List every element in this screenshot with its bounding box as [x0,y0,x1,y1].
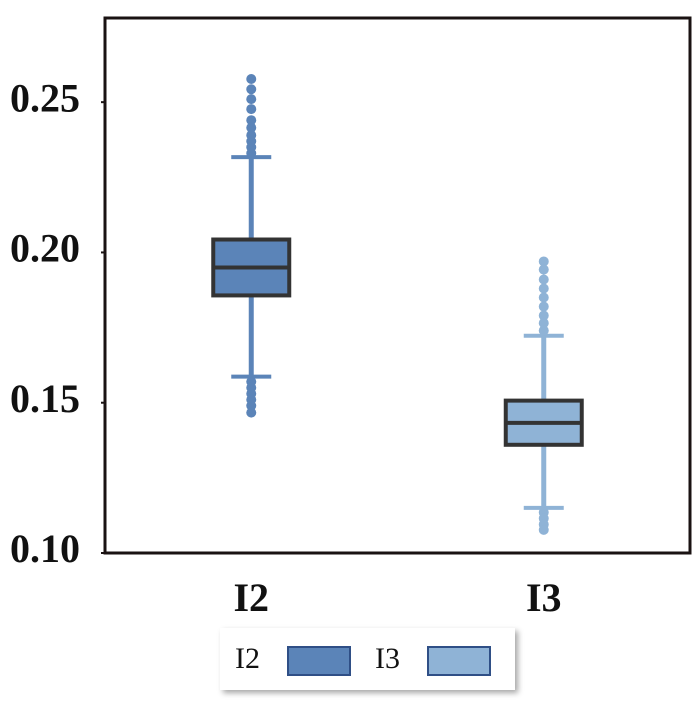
outlier [538,301,549,312]
outlier [538,310,549,321]
y-tick-label: 0.15 [10,376,80,421]
legend-swatch [287,646,351,676]
outlier [538,325,549,336]
outlier [538,283,549,294]
outlier [246,74,257,85]
outlier [538,318,549,329]
legend-label: I3 [375,642,400,675]
outlier [538,256,549,267]
outlier [246,104,257,115]
legend-swatch [427,646,491,676]
outlier [538,524,549,535]
outlier [246,84,257,95]
outlier [538,274,549,285]
y-tick-label: 0.20 [10,226,80,271]
outlier [538,264,549,275]
outlier [246,122,257,133]
legend-label: I2 [235,642,260,675]
outlier [246,115,257,126]
y-tick-label: 0.10 [10,526,80,571]
plot-frame [103,16,692,555]
outlier [246,400,257,411]
x-tick-label: I2 [233,575,269,620]
x-tick-label: I3 [526,575,562,620]
outlier [246,407,257,418]
outlier [246,148,257,159]
legend: I2 I3 [220,628,515,690]
y-tick-label: 0.25 [10,75,80,120]
outlier [246,94,257,105]
outlier [538,292,549,303]
